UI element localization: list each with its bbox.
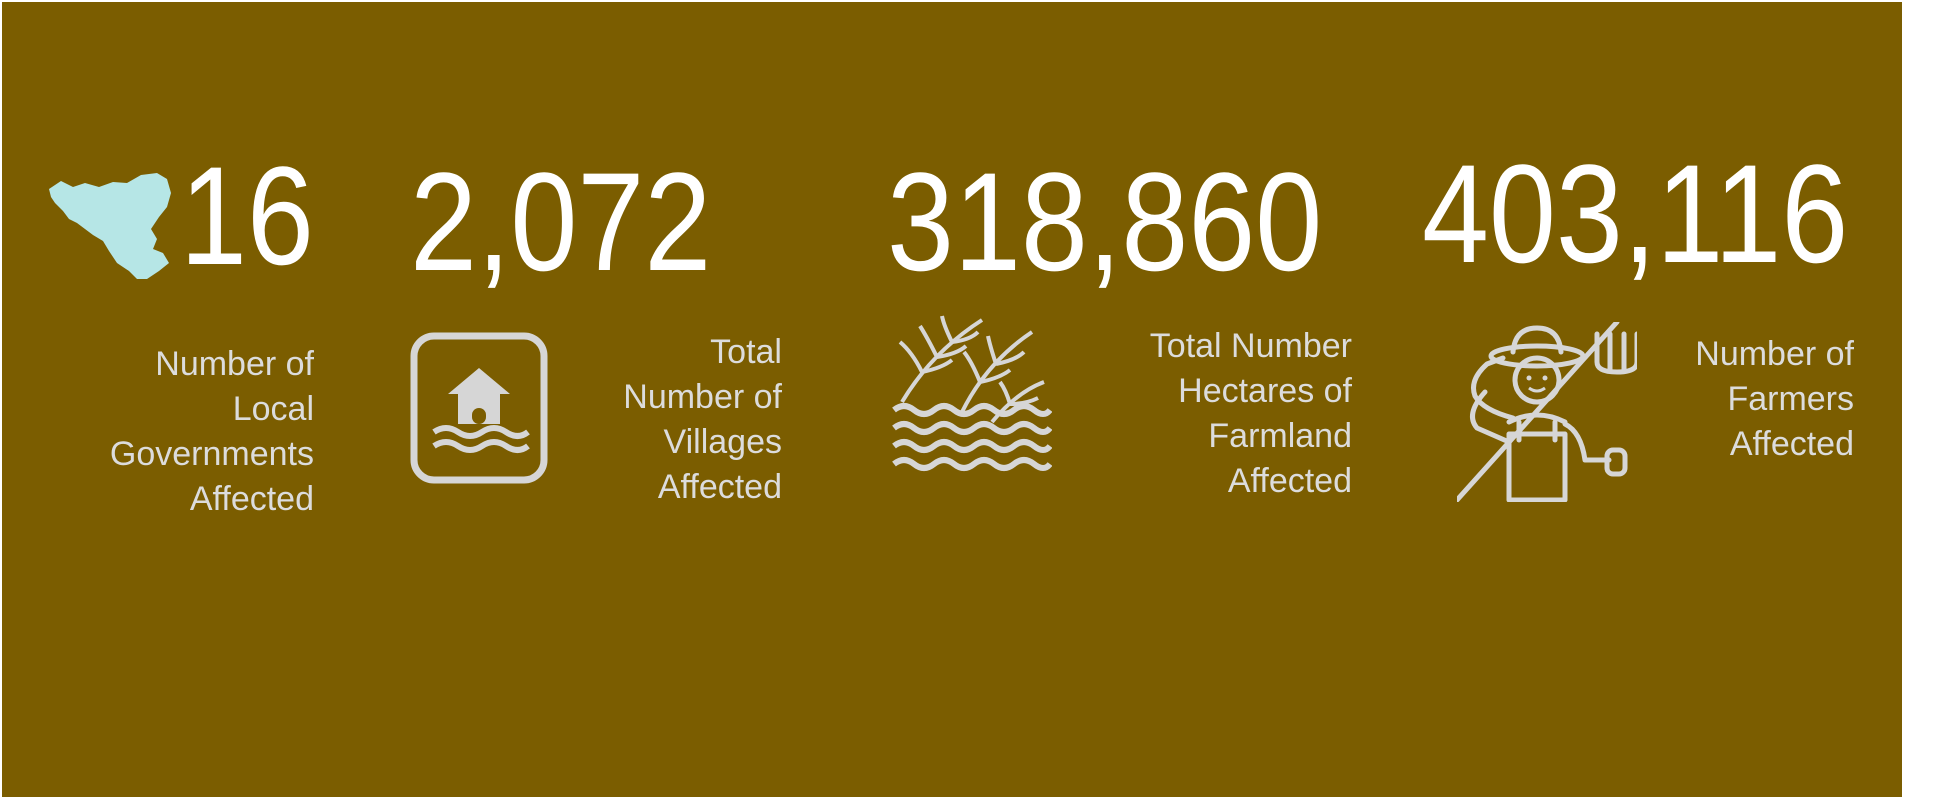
stat-label-hectares: Total Number Hectares of Farmland Affect… [1149,327,1352,500]
flooded-house-icon [410,332,548,484]
stat-label-farmers: Number of Farmers Affected [1695,335,1854,463]
farmer-icon [1457,322,1637,502]
stat-value-farmers: 403,116 [1422,135,1849,292]
infographic-panel: 16 Number of Local Governments Affected … [2,2,1902,797]
stat-label-local-governments: Number of Local Governments Affected [109,345,314,518]
stat-value-hectares: 318,860 [887,143,1323,300]
region-map-icon [47,167,172,282]
stat-value-local-governments: 16 [180,137,314,294]
stat-value-villages: 2,072 [410,143,712,300]
flooded-crops-icon [892,312,1052,472]
stat-label-villages: Total Number of Villages Affected [623,333,782,506]
